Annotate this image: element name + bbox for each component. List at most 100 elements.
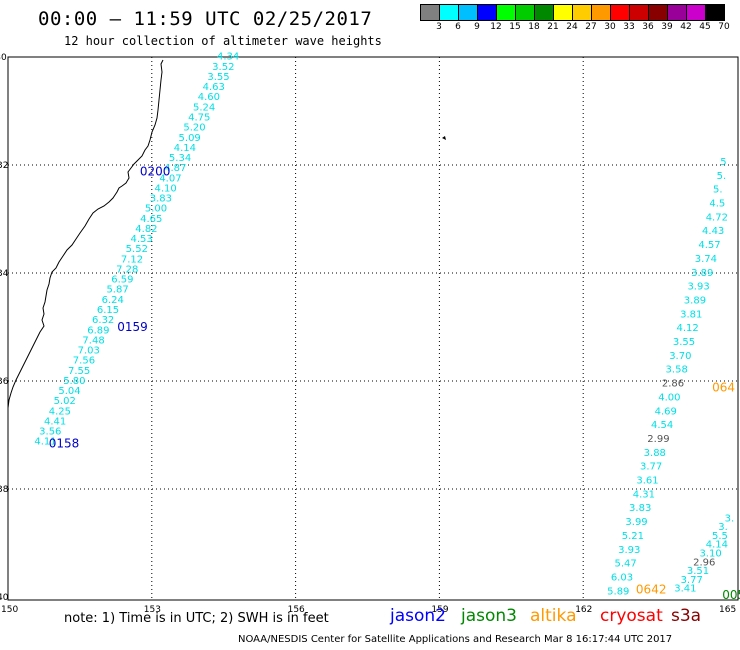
wave-height-value: 4.00	[658, 392, 680, 403]
wave-height-value: 5.89	[607, 586, 629, 597]
wave-height-value: 4.31	[633, 489, 655, 500]
wave-height-value: 3.88	[644, 448, 666, 459]
wave-height-value: 2.99	[647, 434, 669, 445]
wave-height-value: 4.5	[709, 199, 725, 210]
legend-color-bar	[420, 4, 725, 21]
legend-tick: 36	[642, 22, 654, 32]
axis-tick-labels: 150 153 156 159 162 165 -30 32 34 36 38 40	[0, 53, 736, 615]
wave-height-value: 5.52	[126, 244, 148, 255]
legend-swatch	[554, 5, 573, 20]
legend-tick: 45	[699, 22, 711, 32]
wave-height-value: 5.	[717, 171, 727, 182]
island-marker	[442, 136, 446, 140]
y-tick-label: 32	[0, 161, 8, 171]
wave-height-value: 6.59	[111, 275, 133, 286]
track-time-label: 064	[712, 380, 735, 394]
wave-height-value: 7.03	[78, 346, 100, 357]
wave-height-value: 3.83	[629, 503, 651, 514]
wave-height-value: 5.5	[712, 531, 728, 542]
satellite-label-cryosat: cryosat	[600, 606, 663, 626]
track-time-label: 0159	[117, 320, 148, 334]
wave-height-value: 4.25	[49, 406, 71, 417]
y-tick-label: -30	[0, 53, 7, 63]
legend-tick: 33	[623, 22, 635, 32]
wave-height-value: 4.72	[706, 212, 728, 223]
legend-swatch	[478, 5, 497, 20]
wave-height-value: 4.60	[198, 92, 220, 103]
wave-height-value: 5.21	[622, 531, 644, 542]
wave-height-value: 5.34	[169, 153, 191, 164]
wave-height-value: 4.69	[655, 406, 677, 417]
wave-height-value: 7.56	[73, 356, 95, 367]
map-frame	[7, 56, 739, 601]
track-time-label: 0158	[49, 437, 80, 451]
wave-height-value: 4.87	[164, 163, 186, 174]
wave-height-value: 3.83	[150, 194, 172, 205]
legend-tick: 3	[436, 22, 442, 32]
x-tick-label: 162	[575, 605, 592, 615]
track-time-label: 0642	[636, 582, 667, 596]
legend-swatch	[592, 5, 611, 20]
legend-swatch	[497, 5, 516, 20]
wave-height-value: 3.93	[687, 282, 709, 293]
x-tick-label: 159	[431, 605, 448, 615]
y-tick-label: 36	[0, 377, 9, 387]
wave-height-value: 4.10	[155, 183, 177, 194]
map-subtitle: 12 hour collection of altimeter wave hei…	[64, 34, 382, 48]
satellite-label-jason3: jason3	[461, 606, 517, 626]
x-tick-label: 165	[719, 605, 736, 615]
legend-tick: 18	[528, 22, 540, 32]
legend-swatch	[516, 5, 535, 20]
wave-height-value: 4.75	[188, 112, 210, 123]
wave-height-value: 4.65	[140, 214, 162, 225]
wave-height-value: 5	[720, 157, 726, 168]
wave-height-value: 7.12	[121, 254, 143, 265]
wave-height-value: 3.74	[695, 254, 717, 265]
legend-swatch	[421, 5, 440, 20]
legend-swatch	[668, 5, 687, 20]
wave-height-value: 4.12	[676, 323, 698, 334]
wave-height-value: 4.41	[44, 416, 66, 427]
legend-tick: 42	[680, 22, 692, 32]
wave-height-value: 3.10	[699, 549, 721, 560]
wave-height-value: 7.28	[116, 264, 138, 275]
wave-height-value: 3.55	[673, 337, 695, 348]
wave-height-value: 5.20	[183, 123, 205, 134]
legend-swatch	[649, 5, 668, 20]
x-tick-label: 156	[288, 605, 305, 615]
wave-height-value: 3.55	[207, 72, 229, 83]
map-title: 00:00 – 11:59 UTC 02/25/2017	[38, 8, 373, 30]
wave-height-value: 5.02	[54, 396, 76, 407]
legend-swatch	[573, 5, 592, 20]
legend-tick: 12	[490, 22, 502, 32]
wave-height-value: 3.	[718, 522, 728, 533]
legend-swatch	[611, 5, 630, 20]
satellite-label-jason2: jason2	[390, 606, 446, 626]
wave-height-value: 4.43	[702, 226, 724, 237]
wave-height-value: 3.56	[39, 427, 61, 438]
wave-height-value: 5.09	[179, 133, 201, 144]
wave-height-value: 4.14	[706, 540, 728, 551]
wave-height-value: 5.04	[58, 386, 80, 397]
x-tick-label: 153	[144, 605, 161, 615]
y-tick-label: 34	[0, 269, 9, 279]
legend-tick: 9	[474, 22, 480, 32]
legend-tick: 15	[509, 22, 521, 32]
wave-height-value: 4.14	[174, 143, 196, 154]
wave-height-value: 3.99	[625, 517, 647, 528]
credit-line: NOAA/NESDIS Center for Satellite Applica…	[238, 634, 673, 645]
wave-height-value: 4.57	[698, 240, 720, 251]
wave-height-value: 3.41	[674, 584, 696, 595]
wave-height-value: 4.34	[217, 52, 239, 63]
wave-height-value: 7.48	[82, 335, 104, 346]
wave-height-value: 6.24	[102, 295, 124, 306]
wave-height-value: 3.51	[687, 566, 709, 577]
legend-swatch	[440, 5, 459, 20]
wave-height-value: 2.96	[693, 557, 715, 568]
track-time-labels: 0200 0159 0158 064 0642 005	[49, 164, 740, 601]
wave-height-value: 3.52	[212, 62, 234, 73]
wave-height-value: 6.15	[97, 305, 119, 316]
